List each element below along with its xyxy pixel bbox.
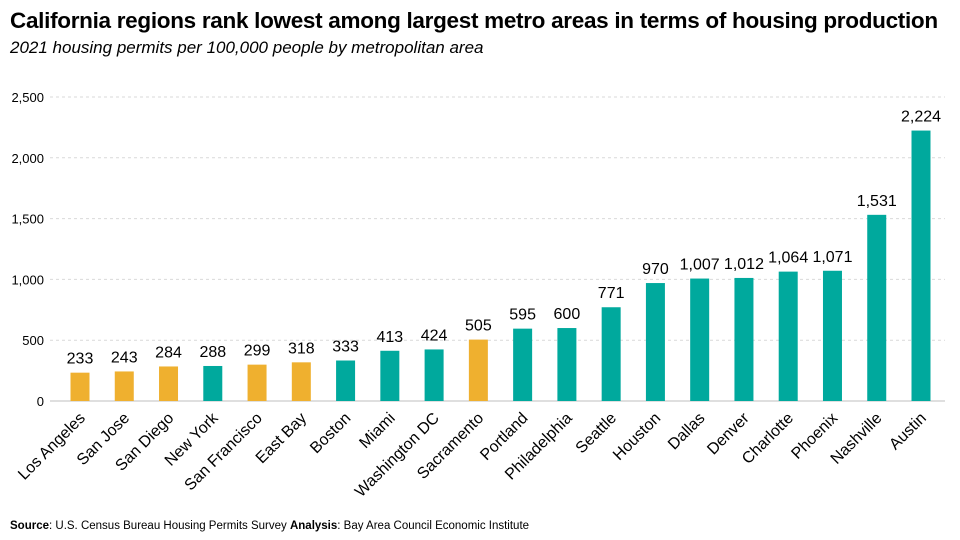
bar bbox=[867, 214, 887, 401]
data-label: 1,007 bbox=[680, 257, 720, 274]
y-tick-label: 1,500 bbox=[11, 212, 44, 227]
bar bbox=[247, 364, 267, 401]
bar bbox=[114, 371, 134, 401]
x-tick-label: Houston bbox=[610, 410, 664, 464]
bar bbox=[911, 130, 931, 402]
y-tick-label: 0 bbox=[37, 394, 44, 409]
chart-subtitle: 2021 housing permits per 100,000 people … bbox=[10, 38, 484, 57]
y-tick-label: 2,500 bbox=[11, 90, 44, 105]
data-label: 284 bbox=[155, 344, 182, 361]
bar bbox=[601, 307, 621, 401]
x-tick-label: Austin bbox=[886, 410, 929, 453]
data-label: 2,224 bbox=[901, 109, 941, 126]
data-label: 970 bbox=[642, 261, 669, 278]
data-label: 1,071 bbox=[812, 249, 852, 266]
data-label: 233 bbox=[67, 351, 94, 368]
source-note: Source: U.S. Census Bureau Housing Permi… bbox=[10, 520, 529, 532]
data-label: 299 bbox=[244, 343, 271, 360]
data-label: 288 bbox=[199, 344, 226, 361]
bar bbox=[291, 362, 311, 401]
bar bbox=[424, 349, 444, 401]
bar bbox=[468, 339, 488, 401]
x-tick-label: San Francisco bbox=[182, 410, 266, 494]
data-label: 413 bbox=[376, 329, 403, 346]
data-label: 600 bbox=[554, 306, 581, 323]
y-tick-label: 500 bbox=[22, 333, 44, 348]
bar bbox=[645, 283, 665, 401]
bar bbox=[513, 328, 533, 401]
data-label: 505 bbox=[465, 318, 492, 335]
bar bbox=[159, 366, 179, 401]
x-tick-label: Los Angeles bbox=[15, 410, 89, 484]
data-label: 1,531 bbox=[857, 193, 897, 210]
x-tick-label: Boston bbox=[307, 410, 354, 457]
x-tick-label: Dallas bbox=[665, 410, 708, 453]
data-label: 1,012 bbox=[724, 256, 764, 273]
analysis-text: : Bay Area Council Economic Institute bbox=[337, 520, 530, 532]
chart-title: California regions rank lowest among lar… bbox=[10, 8, 938, 33]
bar bbox=[380, 350, 400, 401]
data-label: 333 bbox=[332, 339, 359, 356]
bar bbox=[557, 328, 577, 401]
bar bbox=[734, 277, 754, 401]
bar bbox=[822, 270, 842, 401]
data-label: 1,064 bbox=[768, 250, 808, 267]
bar bbox=[778, 271, 798, 401]
data-label: 424 bbox=[421, 327, 448, 344]
y-tick-label: 2,000 bbox=[11, 151, 44, 166]
y-tick-label: 1,000 bbox=[11, 272, 44, 287]
source-text: : U.S. Census Bureau Housing Permits Sur… bbox=[49, 520, 290, 532]
data-label: 771 bbox=[598, 285, 625, 302]
data-label: 243 bbox=[111, 349, 138, 366]
analysis-label: Analysis bbox=[289, 520, 338, 532]
x-tick-label: Miami bbox=[356, 410, 398, 452]
data-label: 595 bbox=[509, 307, 536, 324]
data-label: 318 bbox=[288, 340, 315, 357]
bar bbox=[203, 365, 223, 401]
bar bbox=[70, 372, 90, 401]
bar bbox=[690, 278, 710, 401]
bar bbox=[336, 360, 356, 401]
source-label: Source bbox=[10, 520, 49, 532]
